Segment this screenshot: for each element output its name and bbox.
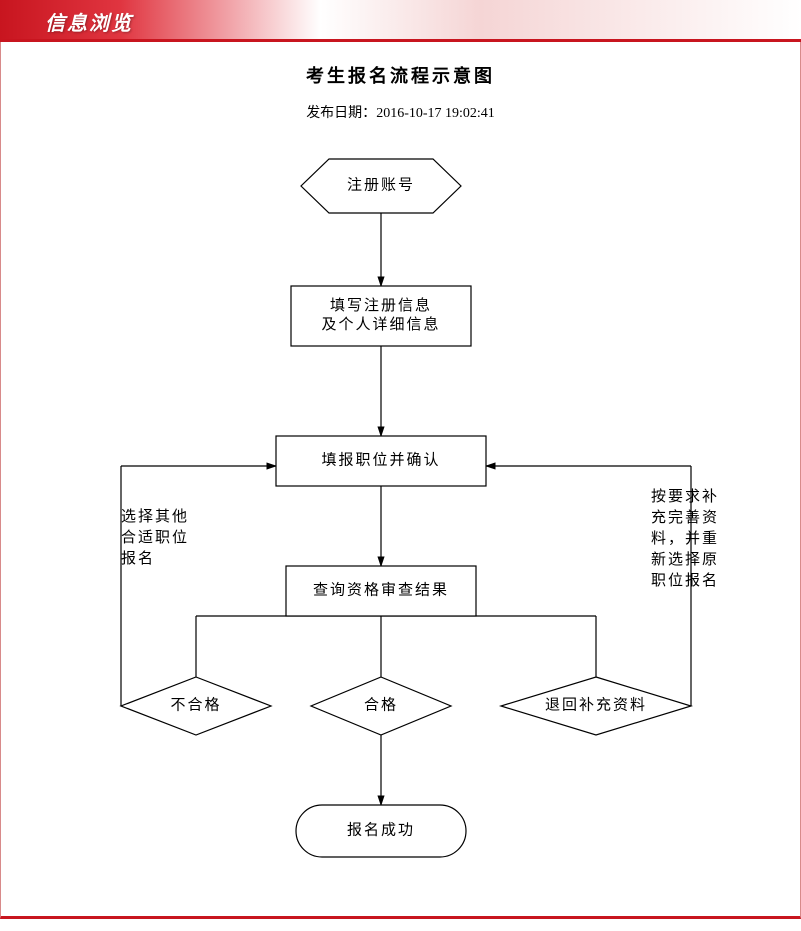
svg-text:注册账号: 注册账号 <box>346 176 414 193</box>
flowchart-svg: 注册账号填写注册信息及个人详细信息填报职位并确认查询资格审查结果不合格合格退回补… <box>51 146 751 886</box>
header-bar: 信息浏览 <box>0 0 801 42</box>
svg-text:填写注册信息: 填写注册信息 <box>329 297 431 314</box>
flow-side-label: 合适职位 <box>121 529 189 546</box>
flow-node-n7: 退回补充资料 <box>501 677 691 735</box>
header-title: 信息浏览 <box>45 7 133 36</box>
flow-node-n5: 不合格 <box>121 677 271 735</box>
svg-text:合格: 合格 <box>363 696 397 713</box>
flow-side-label: 报名 <box>121 550 155 567</box>
content-panel: 考生报名流程示意图 发布日期：2016-10-17 19:02:41 注册账号填… <box>0 42 801 919</box>
flow-side-label: 充完善资 <box>651 509 719 526</box>
flow-node-n3: 填报职位并确认 <box>276 436 486 486</box>
svg-text:退回补充资料: 退回补充资料 <box>544 696 646 713</box>
svg-text:不合格: 不合格 <box>170 696 221 713</box>
svg-text:填报职位并确认: 填报职位并确认 <box>321 451 440 468</box>
svg-text:查询资格审查结果: 查询资格审查结果 <box>312 581 448 598</box>
flow-node-n6: 合格 <box>311 677 451 735</box>
publish-label: 发布日期： <box>306 106 376 121</box>
flow-side-label: 职位报名 <box>651 572 719 589</box>
flow-side-label: 料，并重 <box>651 530 719 547</box>
flow-side-label: 选择其他 <box>121 508 189 525</box>
publish-date: 发布日期：2016-10-17 19:02:41 <box>31 102 770 122</box>
svg-text:及个人详细信息: 及个人详细信息 <box>321 316 440 333</box>
flow-node-n4: 查询资格审查结果 <box>286 566 476 616</box>
publish-date-value: 2016-10-17 19:02:41 <box>376 106 495 121</box>
flow-node-n8: 报名成功 <box>296 805 466 857</box>
flowchart-diagram: 注册账号填写注册信息及个人详细信息填报职位并确认查询资格审查结果不合格合格退回补… <box>31 146 770 886</box>
flow-side-label: 新选择原 <box>651 551 719 568</box>
flow-node-n2: 填写注册信息及个人详细信息 <box>291 286 471 346</box>
page-title: 考生报名流程示意图 <box>31 62 770 88</box>
flow-node-n1: 注册账号 <box>301 159 461 213</box>
svg-text:报名成功: 报名成功 <box>346 821 414 838</box>
flow-side-label: 按要求补 <box>651 488 719 505</box>
